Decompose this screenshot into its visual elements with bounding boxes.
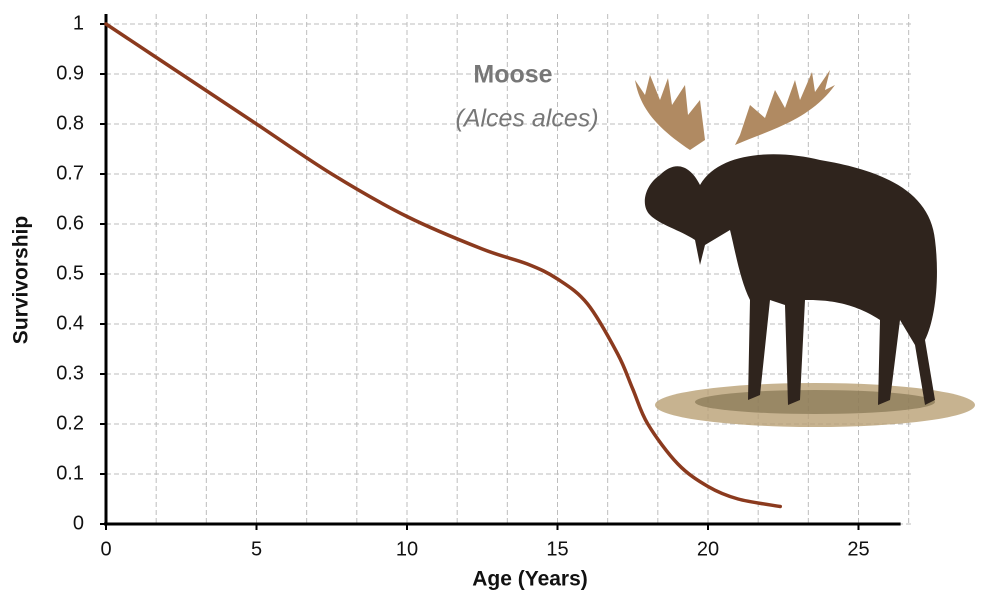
y-tick-label: 0 xyxy=(73,512,84,534)
y-tick-label: 0.1 xyxy=(56,462,84,484)
x-tick-label: 25 xyxy=(847,538,869,560)
y-tick-label: 0.7 xyxy=(56,162,84,184)
x-tick-label: 5 xyxy=(251,538,262,560)
x-tick-label: 10 xyxy=(396,538,418,560)
moose-illustration xyxy=(635,70,975,427)
annotation-species: (Alces alces) xyxy=(455,105,598,133)
survivorship-line xyxy=(104,22,782,509)
y-tick-label: 0.3 xyxy=(56,362,84,384)
y-tick-label: 0.4 xyxy=(56,312,84,334)
x-tick-label: 15 xyxy=(546,538,568,560)
y-tick-label: 0.6 xyxy=(56,212,84,234)
y-tick-label: 0.8 xyxy=(56,112,84,134)
x-tick-label: 0 xyxy=(100,538,111,560)
y-tick-label: 1 xyxy=(73,12,84,34)
y-tick-label: 0.9 xyxy=(56,62,84,84)
y-tick-label: 0.2 xyxy=(56,412,84,434)
x-axis-label: Age (Years) xyxy=(472,568,588,591)
annotation-title: Moose xyxy=(473,61,552,89)
y-tick-label: 0.5 xyxy=(56,262,84,284)
x-tick-label: 20 xyxy=(697,538,719,560)
y-axis-label: Survivorship xyxy=(10,216,33,344)
